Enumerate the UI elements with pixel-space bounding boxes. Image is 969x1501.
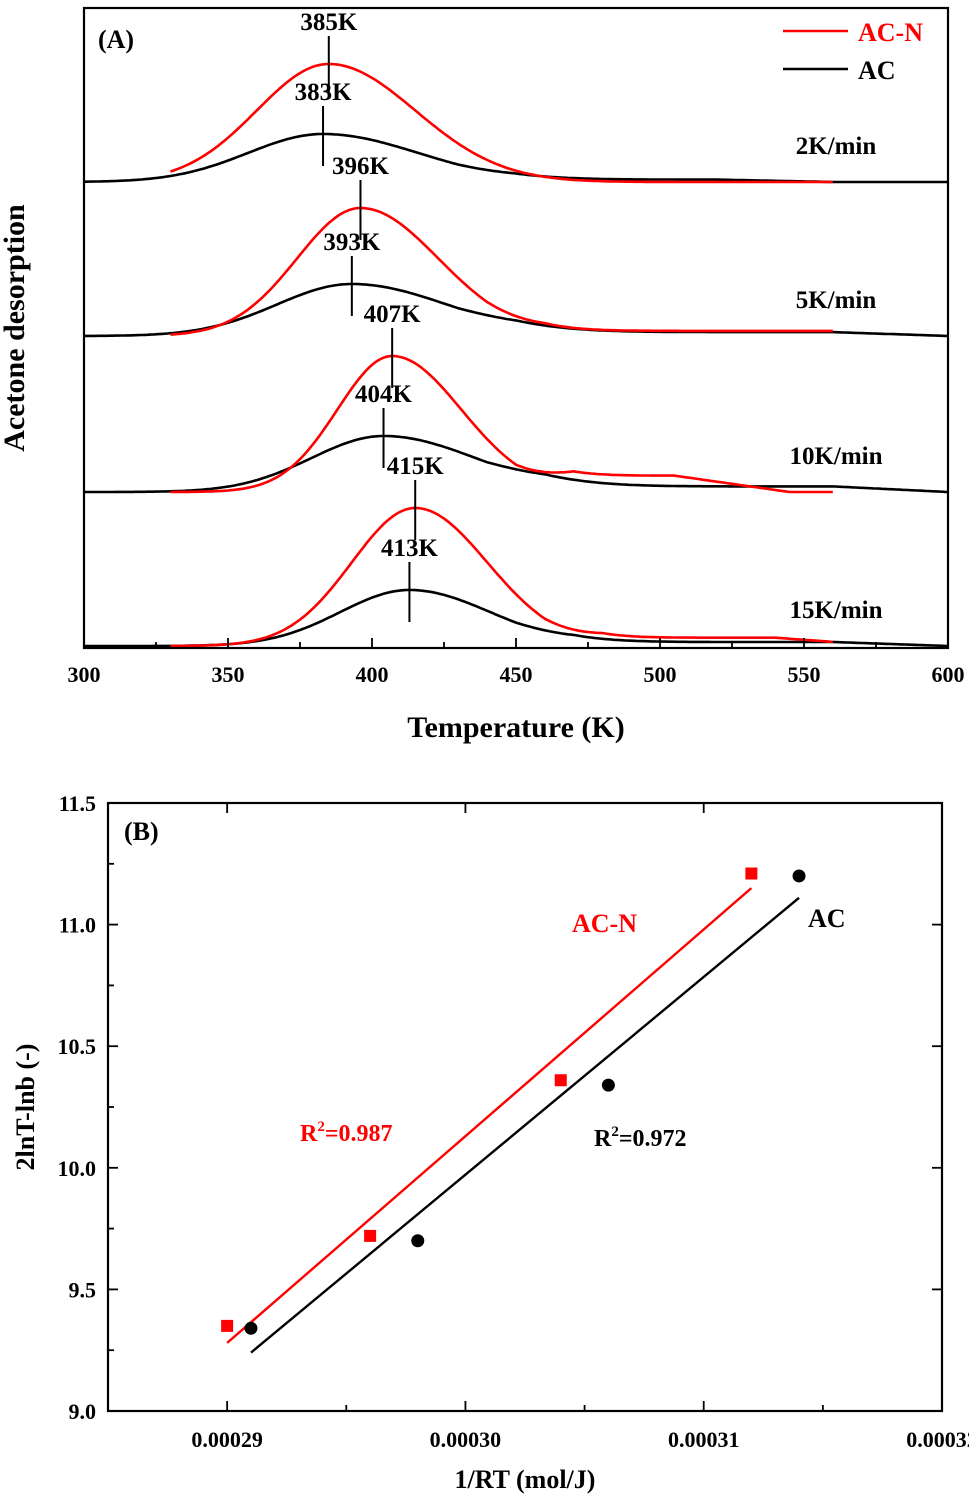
peak-label-ac-5k-min: 393K — [323, 229, 381, 256]
r2-ac-n: R2=0.987 — [300, 1119, 393, 1147]
rate-label-10k-min: 10K/min — [789, 443, 882, 470]
panel-b-points — [221, 867, 806, 1335]
panel-b-x-tick-label: 0.00032 — [906, 1427, 969, 1452]
point-ac — [244, 1321, 258, 1335]
peak-label-ac-2k-min: 383K — [295, 79, 353, 106]
panel-b-y-axis-title: 2lnT-lnb (-) — [11, 1044, 40, 1171]
panel-b-label: (B) — [124, 817, 159, 846]
panel-a-x-tick-label: 600 — [932, 662, 965, 687]
panel-b-x-tick-label: 0.00029 — [191, 1427, 263, 1452]
peak-label-ac-n-2k-min: 385K — [300, 9, 358, 36]
curve-ac-n-2k-min — [170, 62, 833, 184]
panel-a-y-axis-title: Acetone desorption — [0, 204, 31, 452]
curve-ac-10k-min — [84, 434, 949, 494]
panel-b-y-tick-label: 11.5 — [59, 791, 96, 816]
panel-b-y-tick-label: 9.0 — [69, 1399, 97, 1424]
panel-a-x-tick-label: 400 — [356, 662, 389, 687]
point-ac-n — [221, 1319, 234, 1332]
fit-line-ac — [250, 896, 800, 1354]
peak-label-ac-n-15k-min: 415K — [387, 453, 445, 480]
panel-a-x-axis-title: Temperature (K) — [407, 711, 624, 744]
panel-b-y-tick-label: 9.5 — [69, 1277, 97, 1302]
legend-label-ac: AC — [858, 56, 896, 85]
panel-a-x-tick-label: 350 — [212, 662, 245, 687]
legend-label-ac-n: AC-N — [858, 18, 923, 47]
panel-a-x-tick-label: 550 — [788, 662, 821, 687]
panel-b-y-tick-label: 10.5 — [58, 1034, 97, 1059]
rate-label-2k-min: 2K/min — [796, 133, 877, 160]
curve-ac-n-5k-min — [170, 206, 833, 336]
curve-ac-n-10k-min — [170, 354, 833, 494]
panel-b: 0.00029 0.00030 0.00031 0.00032 9.0 9.5 10.0 10… — [11, 791, 969, 1494]
panel-b-ticks: 0.00029 0.00030 0.00031 0.00032 9.0 9.5 10.0 10… — [58, 791, 969, 1452]
panel-b-x-tick-label: 0.00031 — [668, 1427, 740, 1452]
panel-a-x-ticks: 300 350 400 450 500 550 600 — [68, 638, 965, 687]
panel-b-y-tick-label: 11.0 — [59, 913, 96, 938]
panel-b-series-label-ac: AC — [808, 904, 846, 933]
panel-a-x-tick-label: 500 — [644, 662, 677, 687]
peak-label-ac-10k-min: 404K — [355, 381, 413, 408]
panel-a-peak-markers: 385K 383K 396K 393K 407K 404K 415K 413K — [295, 9, 445, 622]
panel-b-x-axis-title: 1/RT (mol/J) — [455, 1465, 596, 1494]
panel-b-x-tick-label: 0.00030 — [430, 1427, 502, 1452]
r2-ac: R2=0.972 — [594, 1124, 687, 1152]
peak-label-ac-15k-min: 413K — [381, 535, 439, 562]
panel-a-x-tick-label: 450 — [500, 662, 533, 687]
peak-label-ac-n-5k-min: 396K — [332, 153, 390, 180]
panel-b-y-tick-label: 10.0 — [58, 1156, 97, 1181]
point-ac-n — [364, 1229, 377, 1242]
rate-label-15k-min: 15K/min — [789, 597, 882, 624]
point-ac — [792, 869, 806, 883]
panel-a-legend: AC-N AC — [783, 18, 923, 85]
panel-a-rate-labels: 2K/min 5K/min 10K/min 15K/min — [789, 133, 882, 624]
panel-b-series-label-ac-n: AC-N — [572, 909, 637, 938]
panel-a: 385K 383K 396K 393K 407K 404K 415K 413K 2K/min 5… — [0, 6, 965, 744]
panel-a-x-tick-label: 300 — [68, 662, 101, 687]
point-ac-n — [745, 867, 758, 880]
panel-b-frame — [106, 801, 944, 1413]
panel-a-label: (A) — [98, 25, 134, 54]
peak-label-ac-n-10k-min: 407K — [364, 301, 422, 328]
rate-label-5k-min: 5K/min — [796, 287, 877, 314]
fit-line-ac-n — [226, 887, 753, 1344]
panel-b-fit-lines — [226, 887, 800, 1354]
point-ac-n — [554, 1074, 567, 1087]
point-ac — [411, 1234, 425, 1248]
curve-ac-n-15k-min — [170, 506, 833, 648]
point-ac — [601, 1078, 615, 1092]
